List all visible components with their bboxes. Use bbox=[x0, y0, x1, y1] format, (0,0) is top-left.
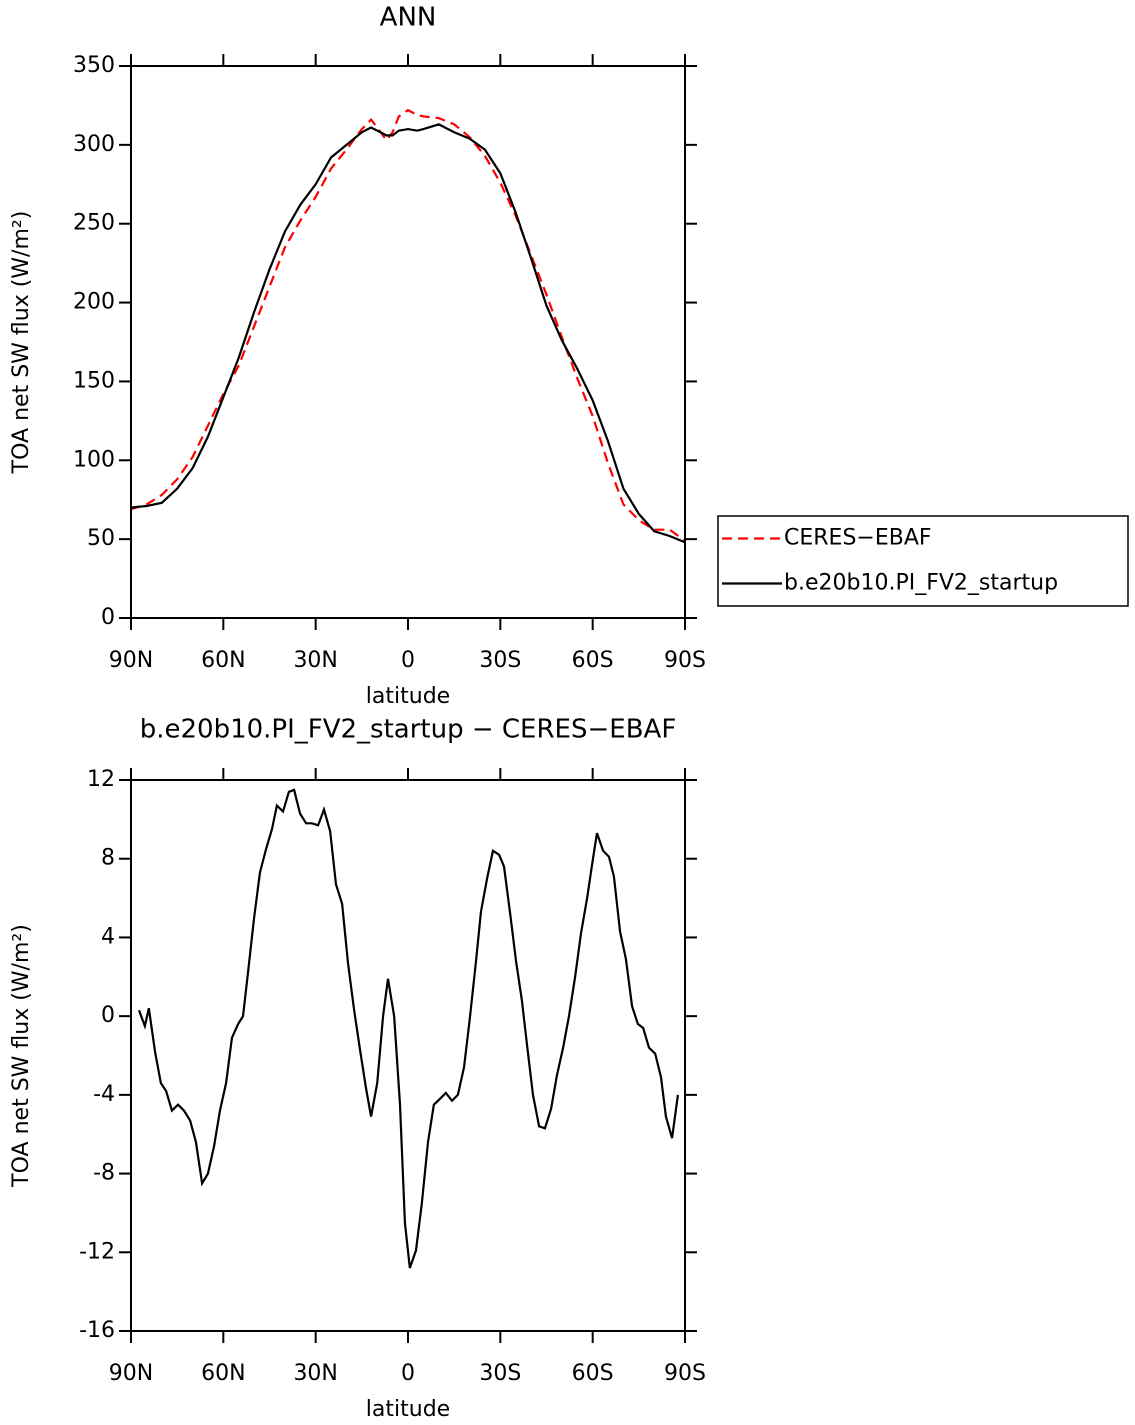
y-tick-label: -8 bbox=[93, 1161, 115, 1186]
y-tick-label: 200 bbox=[73, 290, 115, 315]
y-tick-label: 0 bbox=[101, 1003, 115, 1028]
chart-title: b.e20b10.PI_FV2_startup − CERES−EBAF bbox=[140, 715, 677, 745]
data-line bbox=[130, 108, 686, 542]
x-tick-label: 60S bbox=[572, 1361, 614, 1386]
y-tick-label: -12 bbox=[79, 1239, 115, 1264]
x-tick-label: 30N bbox=[293, 648, 337, 673]
x-axis-label: latitude bbox=[366, 684, 450, 709]
plot-frame bbox=[130, 65, 686, 619]
y-tick-label: 350 bbox=[73, 53, 115, 78]
y-axis-label: TOA net SW flux (W/m²) bbox=[9, 924, 34, 1188]
x-tick-label: 30S bbox=[479, 648, 521, 673]
x-tick-label: 0 bbox=[401, 1361, 415, 1386]
x-tick-label: 30N bbox=[293, 1361, 337, 1386]
legend-box bbox=[717, 515, 1129, 607]
x-tick-label: 0 bbox=[401, 648, 415, 673]
x-tick-label: 90N bbox=[109, 648, 153, 673]
x-tick-label: 60N bbox=[201, 1361, 245, 1386]
legend-label: b.e20b10.PI_FV2_startup bbox=[784, 571, 1058, 596]
plot-frame bbox=[130, 779, 686, 1332]
x-axis-label: latitude bbox=[366, 1397, 450, 1422]
y-axis-label: TOA net SW flux (W/m²) bbox=[9, 211, 34, 475]
y-tick-label: 12 bbox=[87, 767, 115, 792]
y-tick-label: 250 bbox=[73, 211, 115, 236]
y-tick-label: 300 bbox=[73, 132, 115, 157]
y-tick-label: -16 bbox=[79, 1318, 115, 1343]
y-tick-label: 100 bbox=[73, 447, 115, 472]
x-tick-label: 60S bbox=[572, 648, 614, 673]
chart-title: ANN bbox=[380, 3, 437, 33]
y-tick-label: 4 bbox=[101, 924, 115, 949]
y-tick-label: -4 bbox=[93, 1082, 115, 1107]
data-line bbox=[137, 788, 680, 1269]
x-tick-label: 90S bbox=[664, 648, 706, 673]
x-tick-label: 90N bbox=[109, 1361, 153, 1386]
data-line bbox=[130, 123, 686, 544]
x-tick-label: 30S bbox=[479, 1361, 521, 1386]
y-tick-label: 0 bbox=[101, 605, 115, 630]
x-tick-label: 60N bbox=[201, 648, 245, 673]
y-tick-label: 150 bbox=[73, 368, 115, 393]
x-tick-label: 90S bbox=[664, 1361, 706, 1386]
y-tick-label: 50 bbox=[87, 526, 115, 551]
legend-label: CERES−EBAF bbox=[784, 526, 932, 551]
y-tick-label: 8 bbox=[101, 846, 115, 871]
